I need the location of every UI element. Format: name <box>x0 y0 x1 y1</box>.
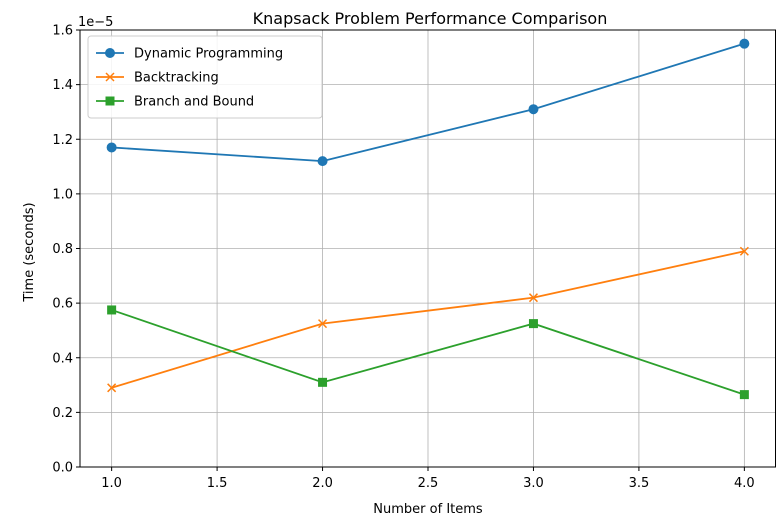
data-point-branch-and-bound <box>318 377 328 387</box>
x-tick-label: 2.5 <box>418 476 439 491</box>
y-tick-label: 0.8 <box>52 242 73 257</box>
data-point-dynamic-programming <box>317 156 328 167</box>
x-marker-stroke <box>318 319 328 329</box>
x-tick-label: 4.0 <box>734 476 755 491</box>
legend-item-branch-and-bound: Branch and Bound <box>96 95 254 110</box>
legend-swatch-marker <box>105 48 115 58</box>
x-axis-label: Number of Items <box>373 502 483 517</box>
y-tick-label: 1.0 <box>52 187 73 202</box>
y-tick-label: 1.4 <box>52 78 73 93</box>
legend-item-backtracking: Backtracking <box>96 71 219 86</box>
y-axis-label: Time (seconds) <box>22 202 37 302</box>
data-point-backtracking <box>528 293 538 303</box>
legend-label: Dynamic Programming <box>134 47 283 62</box>
data-point-branch-and-bound <box>739 390 749 400</box>
legend-swatch-marker <box>105 72 115 82</box>
x-tick-label: 3.0 <box>523 476 544 491</box>
y-tick-label: 0.4 <box>52 351 73 366</box>
data-point-dynamic-programming <box>106 142 117 153</box>
x-tick-label: 1.5 <box>207 476 228 491</box>
series-backtracking <box>107 246 749 393</box>
data-point-dynamic-programming <box>739 38 750 49</box>
series-line-branch-and-bound <box>111 309 745 396</box>
x-marker-stroke <box>107 383 117 393</box>
legend-box <box>87 35 323 119</box>
y-tick-label: 0.2 <box>52 406 73 421</box>
y-tick-label: 1.2 <box>52 133 73 148</box>
y-tick-label: 0.6 <box>52 297 73 312</box>
x-marker-stroke <box>739 246 749 256</box>
legend: Dynamic Programming Backtracking Branch an… <box>87 35 323 119</box>
data-point-dynamic-programming <box>528 104 539 115</box>
series-line-dynamic-programming <box>111 42 745 163</box>
data-point-branch-and-bound <box>528 319 538 329</box>
x-marker-stroke <box>528 293 538 303</box>
series-dynamic-programming <box>106 38 750 167</box>
x-tick-label: 3.5 <box>629 476 650 491</box>
chart-title: Knapsack Problem Performance Comparison <box>253 9 608 28</box>
y-tick-label: 0.0 <box>52 461 73 476</box>
legend-item-dynamic-programming: Dynamic Programming <box>96 47 283 62</box>
legend-swatch-marker <box>105 96 115 106</box>
y-tick-label: 1.6 <box>52 24 73 39</box>
legend-label: Backtracking <box>134 71 219 86</box>
data-point-backtracking <box>318 319 328 329</box>
series-layer <box>106 38 750 400</box>
data-point-backtracking <box>739 246 749 256</box>
series-line-backtracking <box>111 250 745 389</box>
y-offset-label: 1e−5 <box>78 15 113 30</box>
data-point-branch-and-bound <box>107 305 117 315</box>
legend-label: Branch and Bound <box>134 95 254 110</box>
x-marker-stroke <box>105 72 115 82</box>
x-tick-label: 2.0 <box>312 476 333 491</box>
series-branch-and-bound <box>107 305 749 400</box>
grid <box>80 29 776 468</box>
x-tick-label: 1.0 <box>101 476 122 491</box>
data-point-backtracking <box>107 383 117 393</box>
